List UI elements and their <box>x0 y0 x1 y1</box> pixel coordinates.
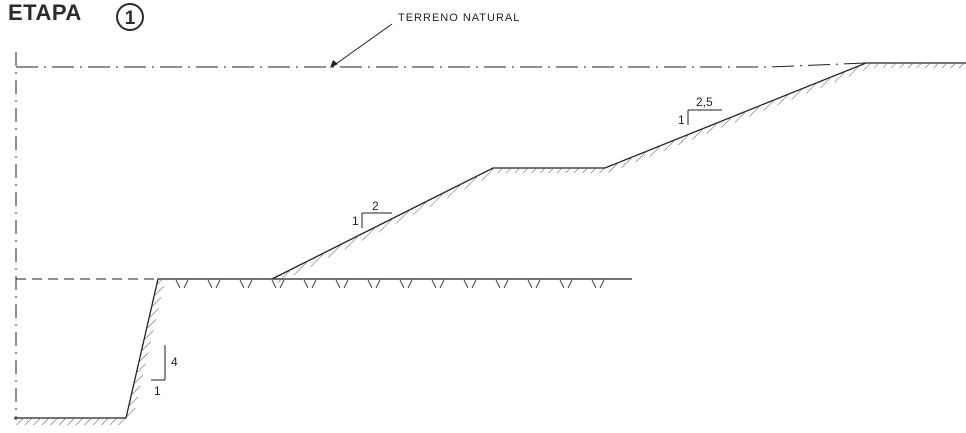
stage-number: 1 <box>125 8 136 29</box>
middle-horizontal-ratio: 2 <box>372 199 379 213</box>
hatch-upper-slope <box>605 63 870 173</box>
upper-slope-profile <box>271 62 966 280</box>
hatch-wall <box>126 279 165 418</box>
hatch-bench <box>493 168 605 173</box>
wall-vertical-ratio: 4 <box>171 355 178 369</box>
upper-horizontal-ratio: 2,5 <box>696 95 713 109</box>
slope-indicator-wall: 4 1 <box>151 345 178 398</box>
natural-ground-label: TERRENO NATURAL <box>398 12 520 24</box>
excavation-profile <box>14 278 632 419</box>
hatch-floor <box>14 418 126 425</box>
stage-number-badge: 1 <box>116 3 144 31</box>
wall-horizontal-ratio: 1 <box>154 384 161 398</box>
slope-indicator-upper: 2,5 1 <box>678 95 722 127</box>
stage-title: ETAPA <box>8 0 82 26</box>
stage-title-text: ETAPA <box>8 0 82 25</box>
hatch-top <box>866 63 966 68</box>
hatch-middle-slope <box>272 168 497 283</box>
soil-marks <box>175 279 605 289</box>
upper-vertical-ratio: 1 <box>678 113 685 127</box>
slope-indicator-middle: 2 1 <box>352 199 392 228</box>
natural-ground-line <box>16 62 966 68</box>
middle-vertical-ratio: 1 <box>352 214 359 228</box>
natural-ground-callout: TERRENO NATURAL <box>330 12 520 68</box>
